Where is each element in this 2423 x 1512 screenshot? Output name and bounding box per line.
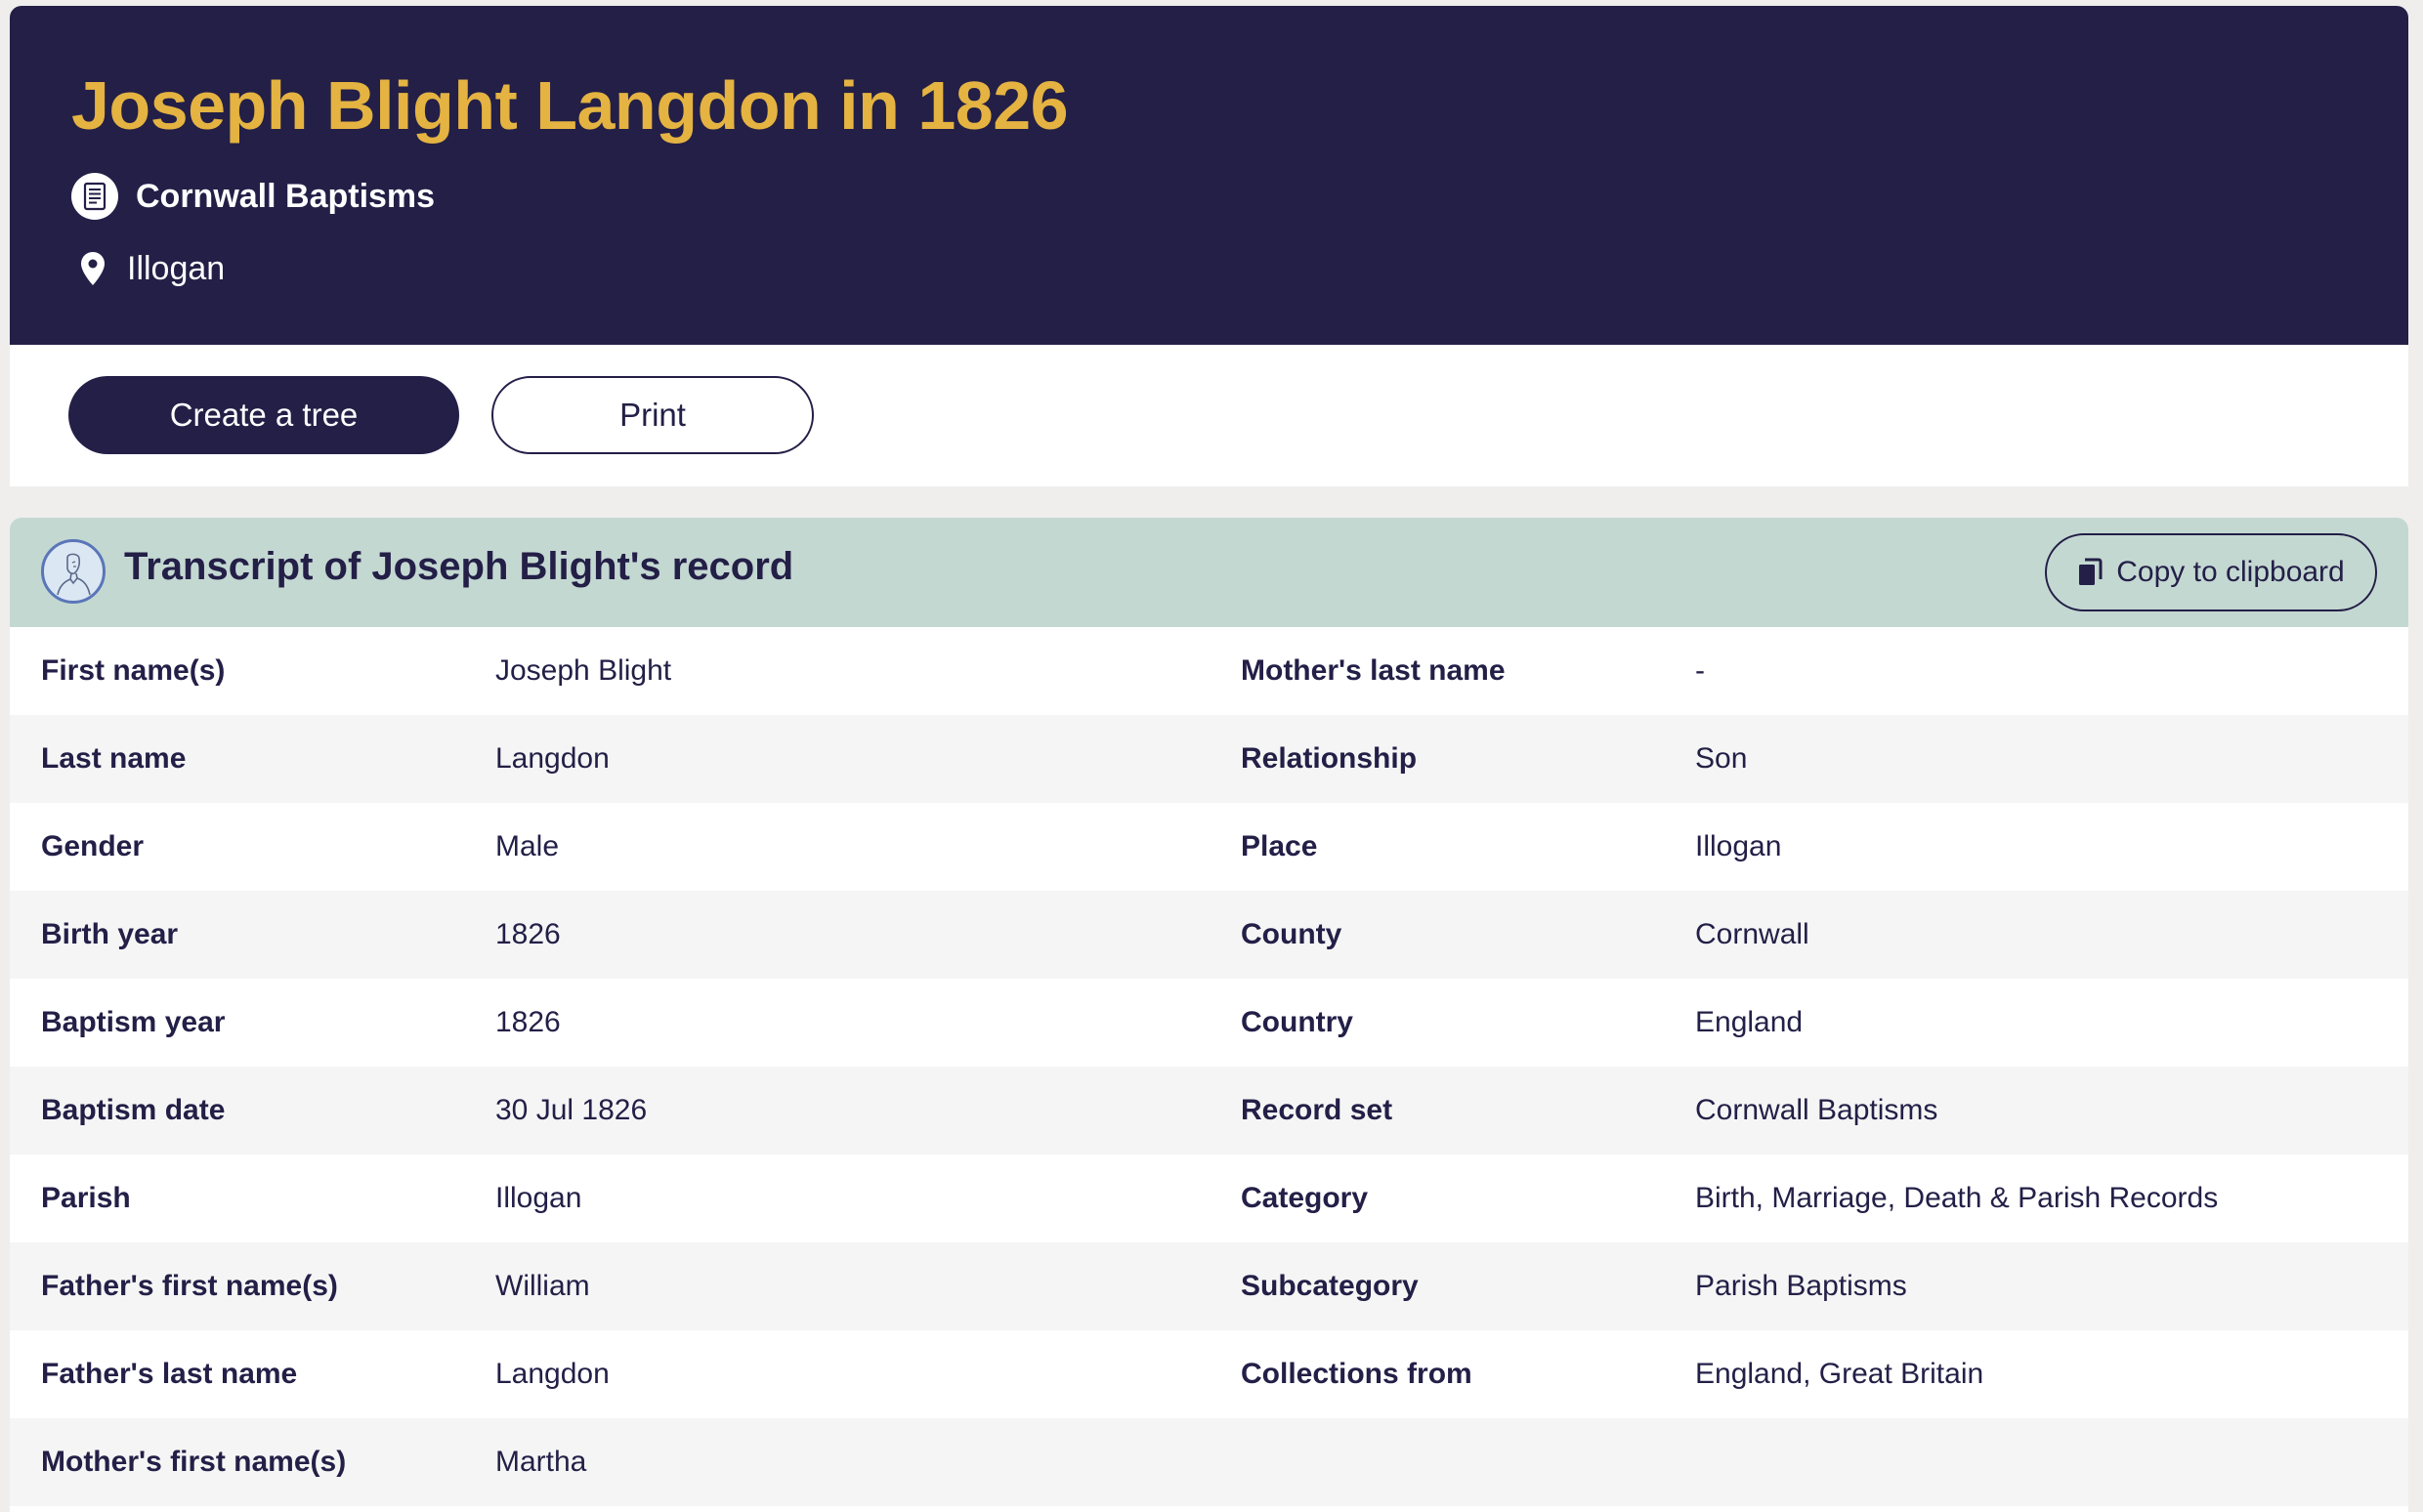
table-row: First name(s) Joseph Blight Mother's las…	[10, 627, 2408, 715]
field-label: County	[1241, 918, 1342, 950]
collection-row: Cornwall Baptisms	[71, 172, 435, 221]
field-value: William	[495, 1270, 590, 1302]
field-label: Category	[1241, 1182, 1369, 1214]
page-title: Joseph Blight Langdon in 1826	[71, 67, 1069, 144]
field-value: Cornwall	[1695, 918, 1809, 950]
map-pin-icon	[78, 249, 107, 288]
field-label: Country	[1241, 1006, 1353, 1038]
print-button[interactable]: Print	[491, 376, 814, 454]
field-value: Langdon	[495, 742, 610, 775]
field-value: Illogan	[495, 1182, 582, 1214]
field-value: 30 Jul 1826	[495, 1094, 648, 1126]
table-row: Mother's first name(s) Martha	[10, 1418, 2408, 1506]
table-row: Gender Male Place Illogan	[10, 803, 2408, 891]
field-value: 1826	[495, 918, 561, 950]
field-label: Mother's last name	[1241, 654, 1506, 687]
field-value: England	[1695, 1006, 1804, 1038]
field-label: Baptism date	[41, 1094, 226, 1126]
table-row: Father's first name(s) William Subcatego…	[10, 1242, 2408, 1330]
table-row: Baptism date 30 Jul 1826 Record set Corn…	[10, 1067, 2408, 1155]
field-label: Subcategory	[1241, 1270, 1419, 1302]
collection-name[interactable]: Cornwall Baptisms	[136, 177, 436, 215]
transcript-title: Transcript of Joseph Blight's record	[124, 545, 794, 588]
transcript-header: Transcript of Joseph Blight's record Cop…	[10, 518, 2408, 627]
field-label: Mother's first name(s)	[41, 1446, 347, 1478]
field-value: Male	[495, 830, 560, 862]
field-label: Place	[1241, 830, 1318, 862]
transcript-panel: Transcript of Joseph Blight's record Cop…	[10, 518, 2408, 1512]
field-value: Langdon	[495, 1358, 610, 1390]
field-label: Last name	[41, 742, 187, 775]
record-header: Joseph Blight Langdon in 1826 Cornwall B…	[10, 6, 2408, 345]
field-value: -	[1695, 654, 1705, 687]
field-label: Baptism year	[41, 1006, 226, 1038]
copy-icon	[2077, 558, 2103, 587]
action-bar: Create a tree Print	[10, 345, 2408, 486]
field-value: England, Great Britain	[1695, 1358, 1984, 1390]
field-label: First name(s)	[41, 654, 226, 687]
field-label: Parish	[41, 1182, 131, 1214]
field-label: Gender	[41, 830, 145, 862]
table-row: Father's last name Langdon Collections f…	[10, 1330, 2408, 1418]
field-value: Joseph Blight	[495, 654, 672, 687]
field-value: 1826	[495, 1006, 561, 1038]
field-label: Relationship	[1241, 742, 1418, 775]
field-label: Collections from	[1241, 1358, 1472, 1390]
field-label: Birth year	[41, 918, 179, 950]
copy-label: Copy to clipboard	[2116, 556, 2345, 588]
field-label: Father's first name(s)	[41, 1270, 338, 1302]
field-value: Illogan	[1695, 830, 1782, 862]
transcript-table: First name(s) Joseph Blight Mother's las…	[10, 627, 2408, 1506]
table-row: Baptism year 1826 Country England	[10, 979, 2408, 1067]
field-label: Father's last name	[41, 1358, 298, 1390]
document-icon	[71, 173, 118, 220]
table-row: Last name Langdon Relationship Son	[10, 715, 2408, 803]
field-value: Cornwall Baptisms	[1695, 1094, 1938, 1126]
place-row: Illogan	[78, 244, 225, 293]
person-sketch-icon	[41, 539, 106, 604]
place-name: Illogan	[127, 249, 226, 287]
field-value: Birth, Marriage, Death & Parish Records	[1695, 1182, 2219, 1214]
field-value: Parish Baptisms	[1695, 1270, 1907, 1302]
table-row: Birth year 1826 County Cornwall	[10, 891, 2408, 979]
copy-to-clipboard-button[interactable]: Copy to clipboard	[2045, 533, 2377, 611]
field-value: Son	[1695, 742, 1748, 775]
table-row: Parish Illogan Category Birth, Marriage,…	[10, 1155, 2408, 1242]
field-value: Martha	[495, 1446, 587, 1478]
field-label: Record set	[1241, 1094, 1393, 1126]
create-tree-button[interactable]: Create a tree	[68, 376, 459, 454]
